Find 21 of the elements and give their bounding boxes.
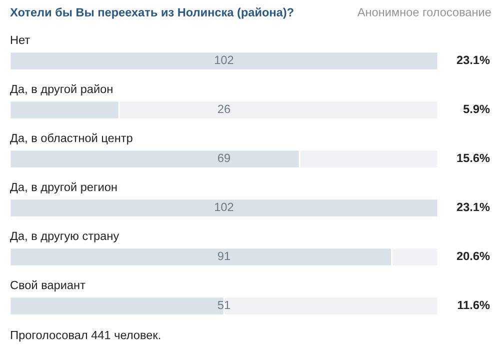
text: 23.1% bbox=[456, 56, 490, 64]
data-label: 102 bbox=[215, 56, 234, 64]
data-label: 69 bbox=[218, 154, 230, 162]
y-tick-label: Свой вариант bbox=[10, 280, 86, 292]
y-tick-label: Да, в другой район bbox=[10, 84, 112, 96]
data-label: 91 bbox=[218, 252, 230, 260]
y-tick-label: Да, в областной центр bbox=[10, 133, 132, 145]
chart-subtitle: Анонимное голосование bbox=[357, 8, 491, 16]
y-tick-label: Да, в другой регион bbox=[10, 182, 117, 194]
chart-title: Хотели бы Вы переехать из Нолинска (района)? bbox=[10, 8, 294, 19]
text: 20.6% bbox=[456, 252, 490, 260]
data-label: 102 bbox=[215, 202, 234, 212]
text: 15.6% bbox=[457, 154, 490, 162]
text: Проголосовал 441 человек. bbox=[11, 330, 160, 342]
text: 11.6% bbox=[458, 300, 490, 310]
data-label: 26 bbox=[218, 104, 230, 114]
data-label: 51 bbox=[218, 300, 230, 310]
text: 5.9% bbox=[463, 104, 490, 114]
y-tick-label: Нет bbox=[10, 36, 30, 44]
text: 23.1% bbox=[456, 202, 490, 212]
y-tick-label: Да, в другую страну bbox=[10, 232, 120, 242]
